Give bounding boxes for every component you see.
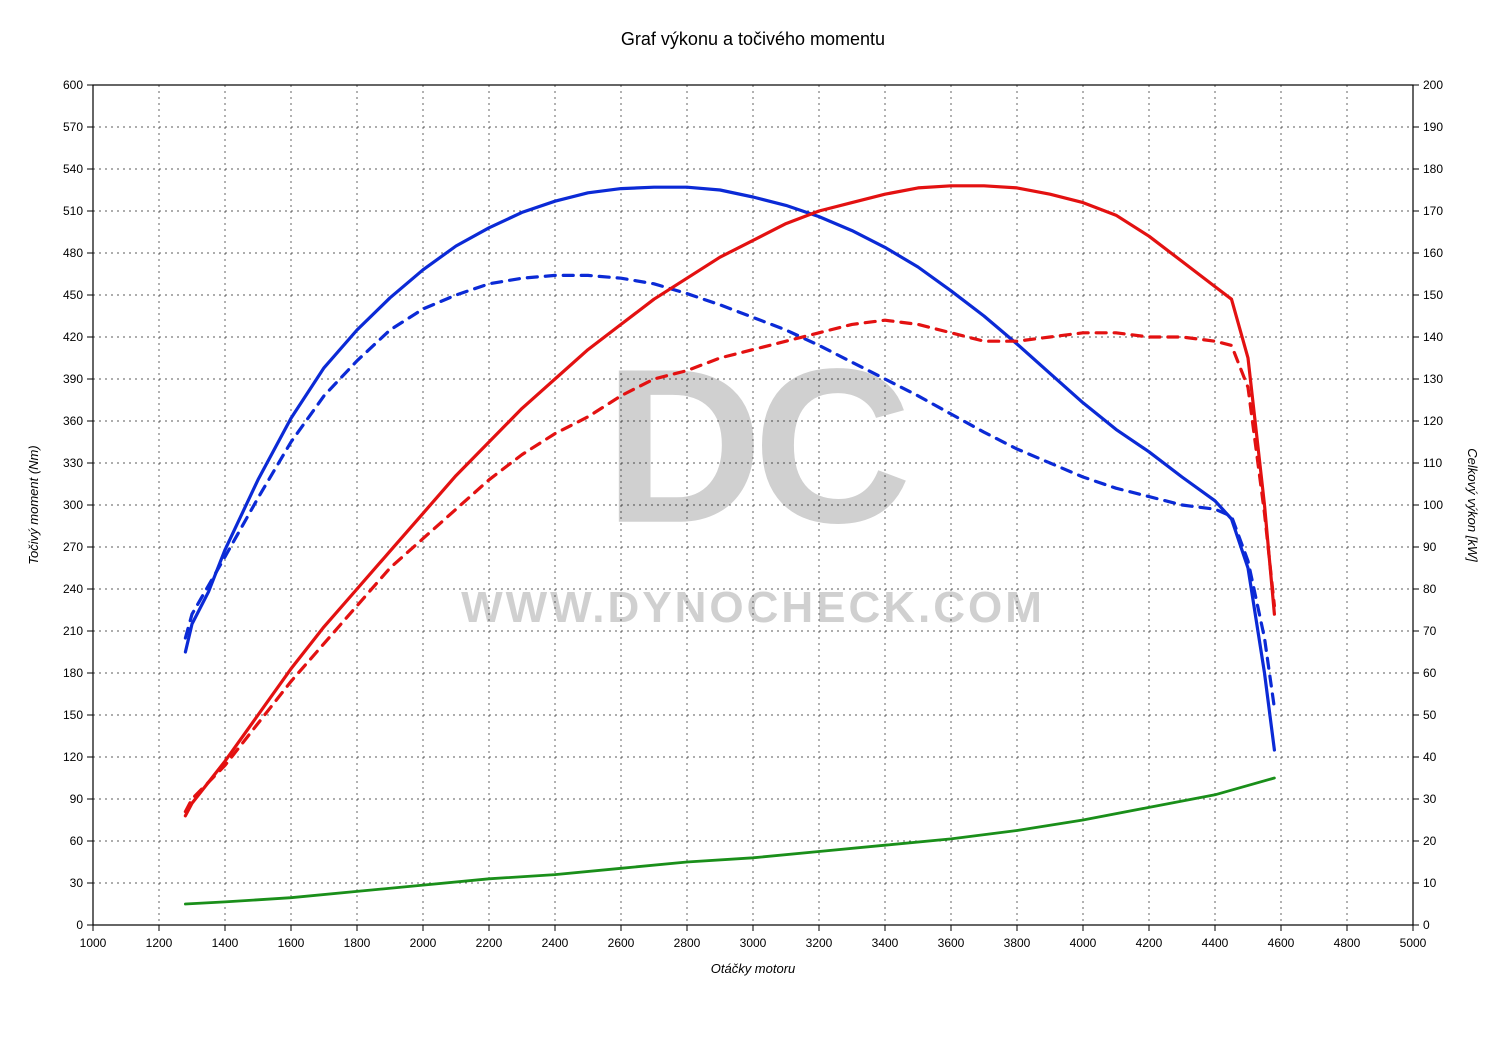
svg-text:120: 120 (63, 750, 83, 764)
svg-text:1000: 1000 (80, 936, 107, 950)
watermark-logo: DC (604, 323, 906, 569)
svg-text:4600: 4600 (1268, 936, 1295, 950)
svg-text:60: 60 (1423, 666, 1437, 680)
svg-text:3400: 3400 (872, 936, 899, 950)
svg-text:4000: 4000 (1070, 936, 1097, 950)
svg-text:0: 0 (1423, 918, 1430, 932)
svg-text:300: 300 (63, 498, 83, 512)
svg-text:540: 540 (63, 162, 83, 176)
svg-text:70: 70 (1423, 624, 1437, 638)
svg-text:450: 450 (63, 288, 83, 302)
dyno-chart: DCWWW.DYNOCHECK.COM100012001400160018002… (0, 0, 1500, 1041)
svg-text:170: 170 (1423, 204, 1443, 218)
svg-text:2400: 2400 (542, 936, 569, 950)
svg-text:5000: 5000 (1400, 936, 1427, 950)
svg-text:140: 140 (1423, 330, 1443, 344)
svg-text:600: 600 (63, 78, 83, 92)
svg-text:150: 150 (1423, 288, 1443, 302)
svg-text:3200: 3200 (806, 936, 833, 950)
svg-text:210: 210 (63, 624, 83, 638)
chart-svg: DCWWW.DYNOCHECK.COM100012001400160018002… (0, 0, 1500, 1041)
svg-text:130: 130 (1423, 372, 1443, 386)
svg-text:190: 190 (1423, 120, 1443, 134)
svg-text:1400: 1400 (212, 936, 239, 950)
svg-text:570: 570 (63, 120, 83, 134)
svg-text:30: 30 (1423, 792, 1437, 806)
svg-text:200: 200 (1423, 78, 1443, 92)
svg-text:10: 10 (1423, 876, 1437, 890)
svg-text:180: 180 (63, 666, 83, 680)
svg-text:240: 240 (63, 582, 83, 596)
svg-text:390: 390 (63, 372, 83, 386)
svg-text:3600: 3600 (938, 936, 965, 950)
svg-text:110: 110 (1423, 456, 1442, 470)
svg-text:4800: 4800 (1334, 936, 1361, 950)
svg-text:510: 510 (63, 204, 83, 218)
x-axis-label: Otáčky motoru (711, 961, 796, 976)
svg-text:90: 90 (1423, 540, 1437, 554)
svg-text:1800: 1800 (344, 936, 371, 950)
svg-text:1200: 1200 (146, 936, 173, 950)
svg-text:270: 270 (63, 540, 83, 554)
svg-text:30: 30 (70, 876, 84, 890)
svg-text:420: 420 (63, 330, 83, 344)
y-right-axis-label: Celkový výkon [kW] (1465, 448, 1480, 562)
svg-text:2600: 2600 (608, 936, 635, 950)
svg-text:3000: 3000 (740, 936, 767, 950)
svg-text:60: 60 (70, 834, 84, 848)
svg-text:480: 480 (63, 246, 83, 260)
svg-text:0: 0 (76, 918, 83, 932)
svg-text:150: 150 (63, 708, 83, 722)
chart-title: Graf výkonu a točivého momentu (621, 29, 885, 49)
svg-text:50: 50 (1423, 708, 1437, 722)
svg-text:2800: 2800 (674, 936, 701, 950)
svg-text:160: 160 (1423, 246, 1443, 260)
svg-text:3800: 3800 (1004, 936, 1031, 950)
svg-text:90: 90 (70, 792, 84, 806)
svg-text:2200: 2200 (476, 936, 503, 950)
svg-text:4200: 4200 (1136, 936, 1163, 950)
svg-text:20: 20 (1423, 834, 1437, 848)
svg-text:80: 80 (1423, 582, 1437, 596)
svg-text:1600: 1600 (278, 936, 305, 950)
y-left-axis-label: Točivý moment (Nm) (26, 445, 41, 564)
svg-text:2000: 2000 (410, 936, 437, 950)
svg-text:4400: 4400 (1202, 936, 1229, 950)
svg-text:40: 40 (1423, 750, 1437, 764)
svg-text:330: 330 (63, 456, 83, 470)
svg-text:120: 120 (1423, 414, 1443, 428)
svg-text:180: 180 (1423, 162, 1443, 176)
svg-text:360: 360 (63, 414, 83, 428)
svg-text:100: 100 (1423, 498, 1443, 512)
